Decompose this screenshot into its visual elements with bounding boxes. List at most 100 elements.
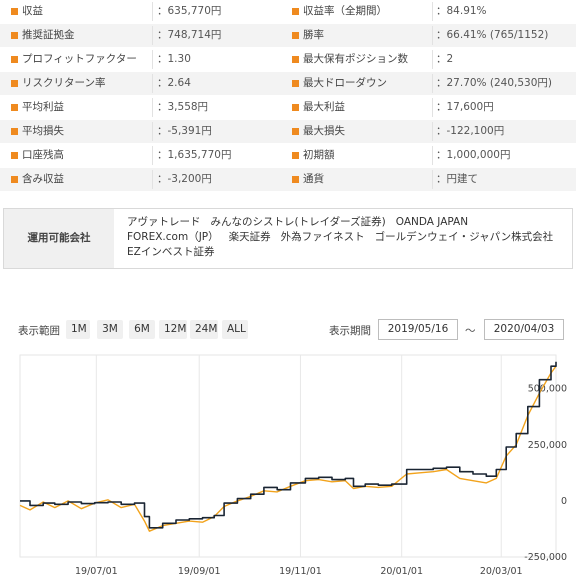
stat-label: 勝率 [303,29,324,41]
divider [432,2,433,21]
divider [432,122,433,141]
stat-label: 含み収益 [22,173,64,185]
stat-value: ：1,000,000円 [436,149,511,161]
stat-label: 収益 [22,5,43,17]
stat-label: 最大ドローダウン [303,77,387,89]
stat-value: ：66.41% (765/1152) [436,29,549,41]
stat-value: ：円建て [436,173,478,185]
stat-label: 通貨 [303,173,324,185]
chart-svg: 19/07/01 19/09/01 19/11/01 20/01/01 20/03/01… [19,354,567,577]
stats-row: 平均損失 ：-5,391円 最大損失 ：-122,100円 [0,120,576,143]
bullet-icon [292,56,299,63]
stat-value: ：1.30 [157,53,191,65]
stat-value: ：27.70% (240,530円) [436,77,552,89]
stat-label: 平均損失 [22,125,64,137]
bullet-icon [11,32,18,39]
bullet-icon [292,8,299,15]
stat-label: プロフィットファクター [22,53,137,65]
x-tick-label: 19/07/01 [75,566,118,577]
y-tick-label: 250,000 [528,440,567,451]
plot-area [19,354,557,558]
bullet-icon [11,128,18,135]
divider [152,98,153,117]
divider [432,146,433,165]
divider [432,26,433,45]
stats-row: 推奨証拠金 ：748,714円 勝率 ：66.41% (765/1152) [0,24,576,47]
stat-label: 平均利益 [22,101,64,113]
divider [152,122,153,141]
stat-value: ：1,635,770円 [157,149,232,161]
range-button-1m[interactable]: 1M [66,320,90,339]
bullet-icon [292,152,299,159]
stat-label: リスクリターン率 [22,77,106,89]
broker-name: ゴールデンウェイ・ジャパン株式会社 [374,231,554,243]
bullet-icon [11,104,18,111]
bullet-icon [11,56,18,63]
stat-value: ：3,558円 [157,101,209,113]
bullet-icon [292,128,299,135]
divider [432,98,433,117]
range-button-24m[interactable]: 24M [190,320,218,339]
stat-label: 収益率（全期間） [303,5,387,17]
stat-label: 推奨証拠金 [22,29,75,41]
x-tick-label: 19/09/01 [178,566,221,577]
broker-name: みんなのシストレ(トレイダーズ証券) [210,216,386,228]
broker-name: FOREX.com（JP） [127,231,219,243]
bullet-icon [292,32,299,39]
divider [152,50,153,69]
broker-name: EZインベスト証券 [127,246,215,258]
stat-value: ：748,714円 [157,29,222,41]
stat-label: 口座残高 [22,149,64,161]
divider [432,74,433,93]
broker-name: 外為ファイネスト [280,231,365,243]
stat-value: ：2 [436,53,454,65]
range-label: 表示範囲 [18,325,60,337]
bullet-icon [11,176,18,183]
divider [152,170,153,189]
supported-brokers-list: アヴァトレード みんなのシストレ(トレイダーズ証券) OANDA JAPAN FORE… [127,215,567,260]
range-button-12m[interactable]: 12M [159,320,187,339]
stats-row: 含み収益 ：-3,200円 通貨 ：円建て [0,168,576,191]
supported-brokers-header: 運用可能会社 [4,209,114,268]
bullet-icon [11,80,18,87]
stat-value: ：-122,100円 [436,125,505,137]
stat-value: ：2.64 [157,77,191,89]
range-button-6m[interactable]: 6M [129,320,155,339]
supported-brokers-box: 運用可能会社 アヴァトレード みんなのシストレ(トレイダーズ証券) OANDA JA… [3,208,573,269]
stat-label: 初期額 [303,149,335,161]
performance-chart: 19/07/01 19/09/01 19/11/01 20/01/01 20/03/01… [0,345,576,582]
stat-value: ：-5,391円 [157,125,212,137]
range-button-3m[interactable]: 3M [97,320,123,339]
bullet-icon [292,176,299,183]
broker-name: アヴァトレード [127,216,201,228]
x-tick-label: 20/03/01 [480,566,523,577]
divider [432,170,433,189]
bullet-icon [292,80,299,87]
stats-row: リスクリターン率 ：2.64 最大ドローダウン ：27.70% (240,530円) [0,72,576,95]
y-tick-label: 0 [561,496,567,507]
stat-label: 最大利益 [303,101,345,113]
series-line-balance [20,361,557,529]
stats-row: 収益 ：635,770円 収益率（全期間） ：84.91% [0,0,576,23]
divider [152,2,153,21]
start-date-input[interactable]: 2019/05/16 [378,319,458,340]
x-tick-label: 19/11/01 [279,566,322,577]
y-tick-label: 500,000 [528,384,567,395]
bullet-icon [11,152,18,159]
stat-value: ：84.91% [436,5,487,17]
divider [152,74,153,93]
stat-label: 最大損失 [303,125,345,137]
period-label: 表示期間 [329,325,371,337]
date-range-separator: 〜 [465,325,476,337]
stats-row: プロフィットファクター ：1.30 最大保有ポジション数 ：2 [0,48,576,71]
x-tick-label: 20/01/01 [380,566,423,577]
broker-name: 楽天証券 [228,231,271,243]
bullet-icon [292,104,299,111]
stats-row: 口座残高 ：1,635,770円 初期額 ：1,000,000円 [0,144,576,167]
chart-toolbar: 表示範囲 1M 3M 6M 12M 24M ALL 表示期間 2019/05/1… [0,318,576,342]
stats-row: 平均利益 ：3,558円 最大利益 ：17,600円 [0,96,576,119]
bullet-icon [11,8,18,15]
broker-name: OANDA JAPAN [395,216,469,228]
end-date-input[interactable]: 2020/04/03 [484,319,564,340]
range-button-all[interactable]: ALL [222,320,248,339]
